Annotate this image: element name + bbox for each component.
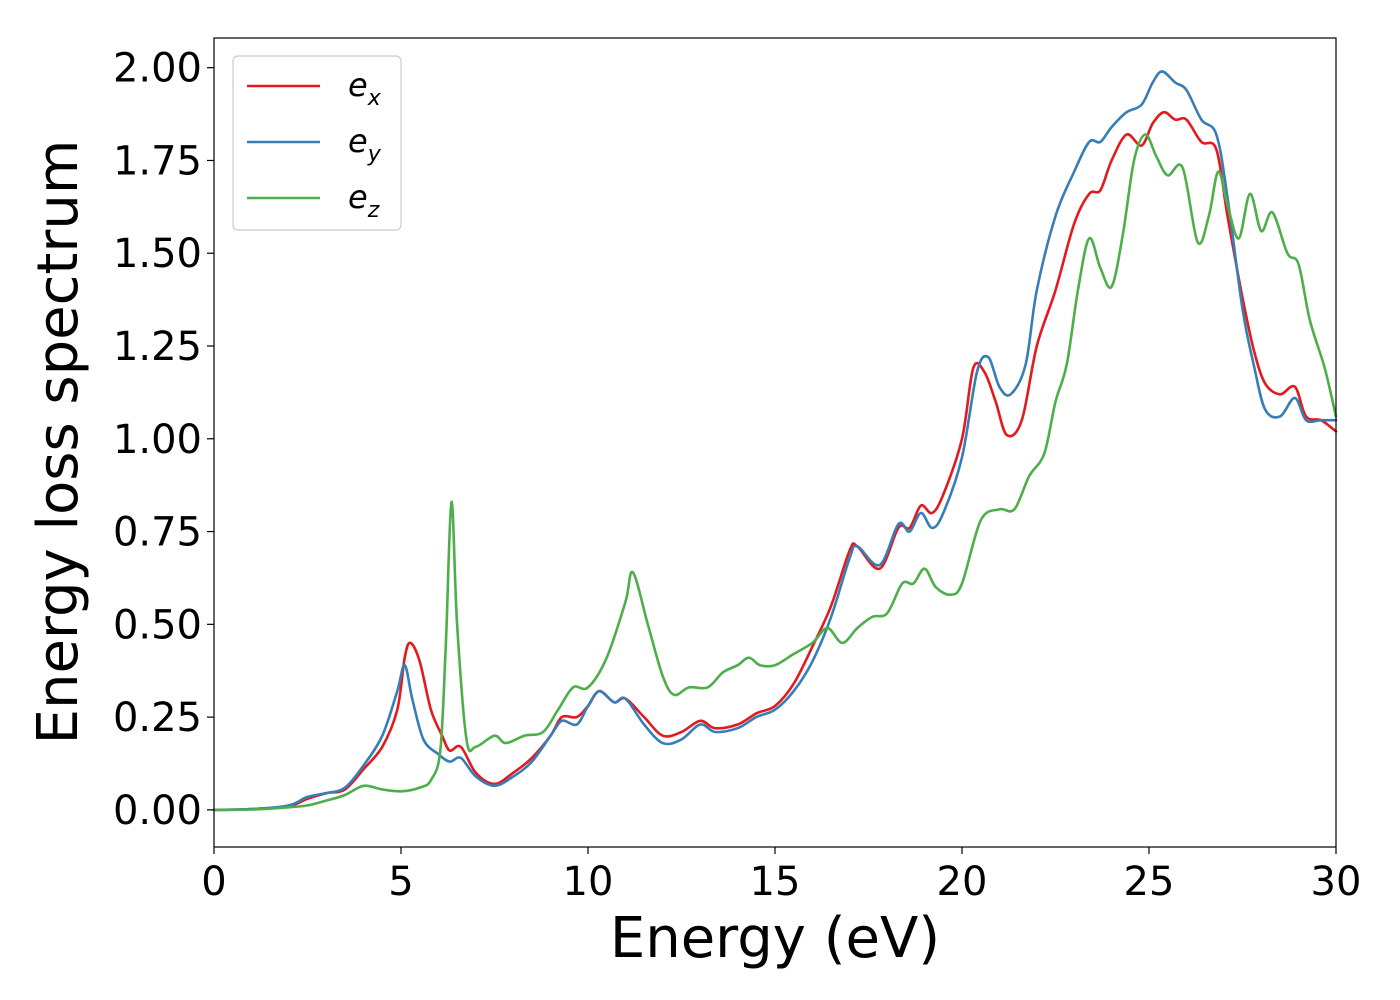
y-tick-label: 0.25 [113, 695, 202, 741]
x-tick-label: 30 [1311, 859, 1362, 905]
y-tick-label: 1.75 [113, 138, 202, 184]
x-tick-label: 10 [563, 859, 614, 905]
y-axis: 0.00 0.25 0.50 0.75 1.00 1.25 1.50 1.75 2.00 [113, 46, 214, 834]
x-axis-label: Energy (eV) [610, 906, 940, 971]
y-tick-label: 1.00 [113, 417, 202, 463]
y-tick-label: 0.75 [113, 510, 202, 556]
x-tick-label: 5 [388, 859, 413, 905]
series-line-e-x [212, 110, 1338, 812]
y-tick-label: 2.00 [113, 46, 202, 92]
x-axis: 0 5 10 15 20 25 30 [201, 847, 1361, 905]
series-line-e-y [212, 70, 1338, 812]
y-tick-label: 0.50 [113, 602, 202, 648]
series-layer [212, 70, 1338, 812]
y-tick-label: 0.00 [113, 788, 202, 834]
x-tick-label: 0 [201, 859, 226, 905]
y-tick-label: 1.25 [113, 324, 202, 370]
x-tick-label: 15 [750, 859, 801, 905]
series-line-e-z [212, 133, 1338, 812]
y-tick-label: 1.50 [113, 231, 202, 277]
x-tick-label: 20 [937, 859, 988, 905]
y-axis-label: Energy loss spectrum [26, 140, 91, 745]
x-tick-label: 25 [1124, 859, 1175, 905]
legend-label-e-y: ey [348, 122, 382, 167]
